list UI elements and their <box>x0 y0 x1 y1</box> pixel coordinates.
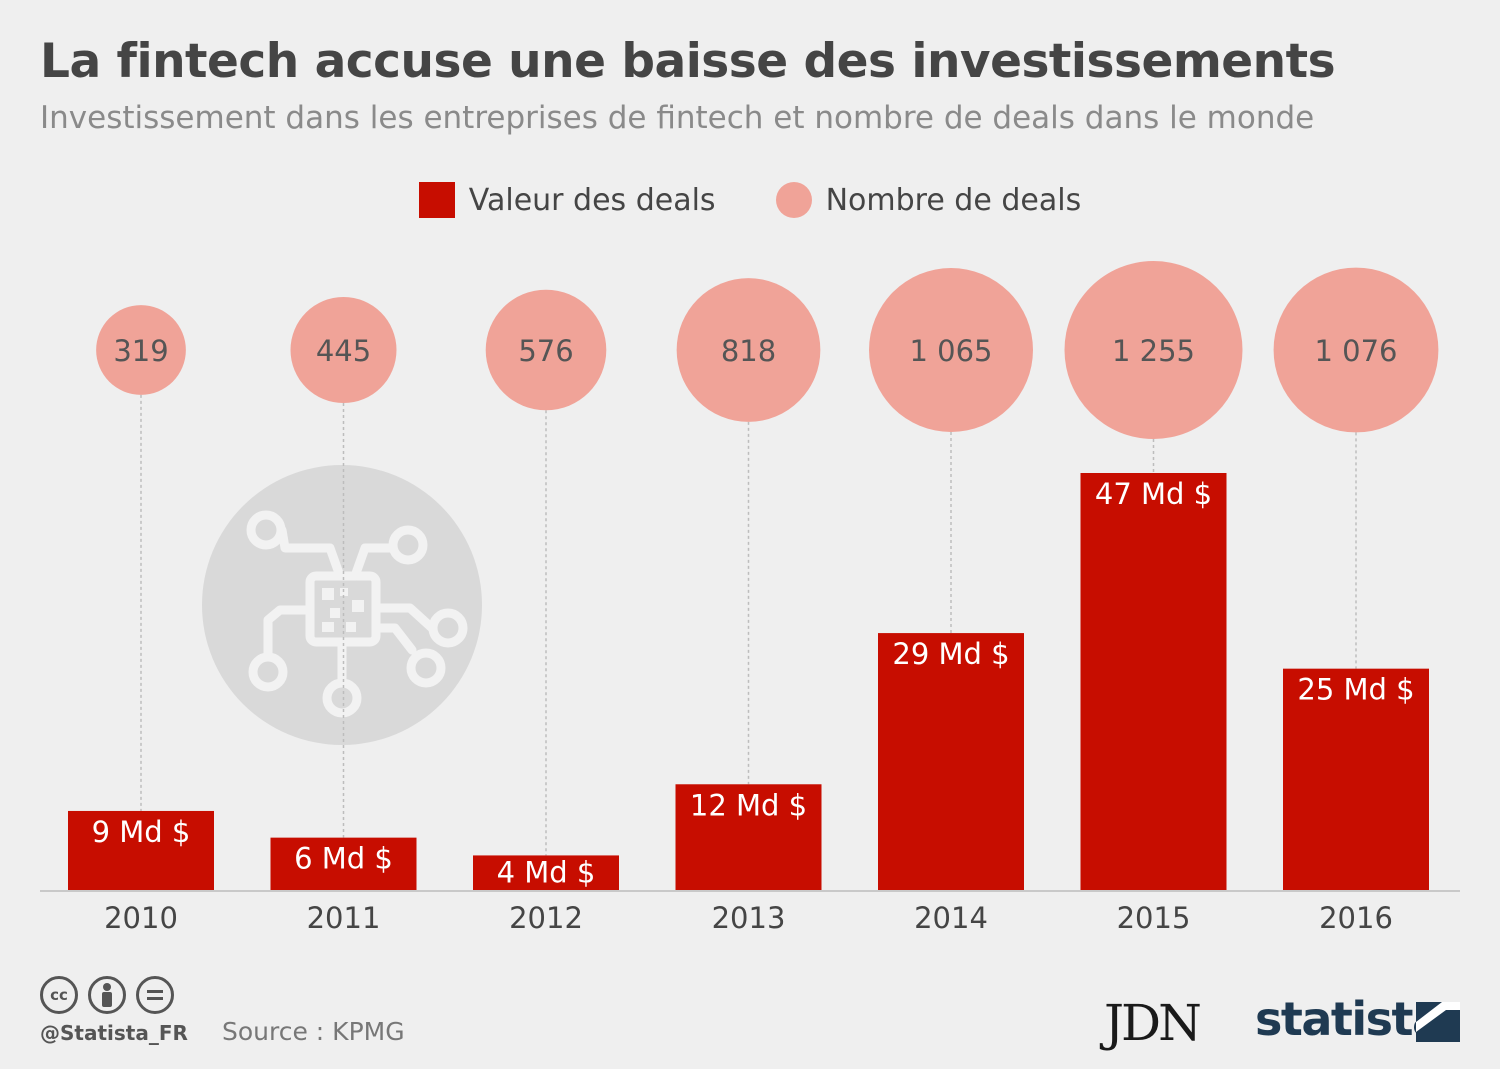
x-tick-label: 2014 <box>914 901 988 935</box>
deal-value-bar <box>675 784 822 891</box>
deal-value-bar <box>1283 668 1429 891</box>
deal-count-bubble <box>869 268 1033 432</box>
deal-count-bubble <box>485 289 607 411</box>
statista-logo: statista <box>1255 992 1443 1046</box>
cc-icon: cc <box>40 976 78 1014</box>
x-tick-label: 2012 <box>509 901 583 935</box>
deal-value-label: 47 Md $ <box>1095 477 1212 511</box>
deal-count-bubble <box>96 305 186 395</box>
legend-label-bars: Valeur des deals <box>468 182 716 218</box>
source-label: Source : KPMG <box>222 1017 405 1046</box>
deal-count-label: 1 255 <box>1112 334 1195 368</box>
by-icon <box>88 976 126 1014</box>
deal-value-bar <box>473 855 619 891</box>
statista-logo-mark-icon <box>1416 1002 1460 1042</box>
deal-value-label: 4 Md $ <box>497 855 596 889</box>
deal-count-label: 445 <box>316 334 371 368</box>
deal-value-bar <box>270 837 417 891</box>
deal-count-bubble <box>676 278 821 422</box>
legend-swatch-bubbles <box>775 182 812 218</box>
x-tick-label: 2016 <box>1319 901 1393 935</box>
license-icons: cc <box>40 976 184 1014</box>
legend-item-bars: Valeur des deals <box>418 182 716 218</box>
deal-value-label: 25 Md $ <box>1297 673 1414 707</box>
deal-value-label: 29 Md $ <box>892 637 1009 671</box>
legend-swatch-bars <box>418 182 455 218</box>
deal-count-bubbles: 319 445 576 818 1 065 1 255 1 076 <box>96 261 1439 439</box>
x-tick-label: 2015 <box>1117 901 1191 935</box>
nd-icon <box>136 976 174 1014</box>
deal-value-label: 6 Md $ <box>294 842 393 876</box>
deal-value-label: 9 Md $ <box>92 815 191 849</box>
legend-label-bubbles: Nombre de deals <box>825 182 1082 218</box>
x-axis-tick-labels: 2010 2011 2012 2013 2014 2015 2016 <box>104 901 1393 935</box>
x-tick-label: 2013 <box>712 901 786 935</box>
deal-count-label: 818 <box>721 334 776 368</box>
deal-value-bars: 9 Md $ 6 Md $ 4 Md $ 12 Md $ 29 Md $ 47 Md $ 2… <box>68 473 1429 891</box>
bubble-connectors <box>140 394 1357 856</box>
legend: Valeur des deals Nombre de deals <box>0 182 1500 218</box>
legend-item-bubbles: Nombre de deals <box>775 182 1082 218</box>
deal-count-bubble <box>1273 267 1439 433</box>
deal-count-bubble <box>290 297 397 403</box>
deal-value-label: 12 Md $ <box>690 788 807 822</box>
deal-value-bar <box>878 633 1024 891</box>
deal-count-label: 319 <box>113 334 168 368</box>
statista-handle: @Statista_FR <box>40 1021 188 1045</box>
deal-count-label: 576 <box>518 334 573 368</box>
x-tick-label: 2011 <box>307 901 381 935</box>
deal-value-bar <box>1080 473 1227 891</box>
chart-subtitle: Investissement dans les entreprises de f… <box>40 100 1315 136</box>
x-tick-label: 2010 <box>104 901 178 935</box>
deal-count-bubble <box>1064 261 1243 439</box>
chart-title: La fintech accuse une baisse des investi… <box>40 34 1336 89</box>
fintech-illustration-icon <box>202 465 482 745</box>
deal-count-label: 1 065 <box>909 334 992 368</box>
deal-value-bar <box>68 810 214 891</box>
deal-count-label: 1 076 <box>1314 334 1397 368</box>
jdn-logo: JDN <box>1104 994 1202 1052</box>
